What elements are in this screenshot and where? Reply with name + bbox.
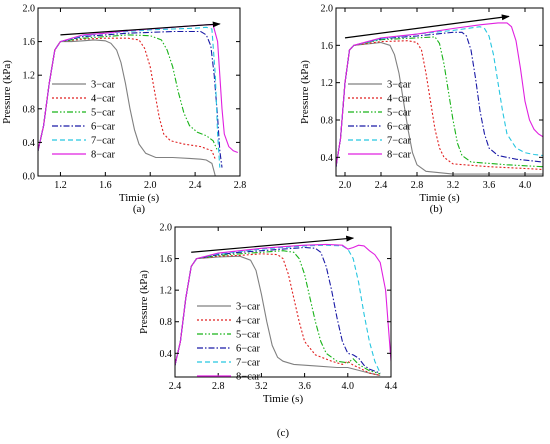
series-line-5-car (38, 34, 219, 152)
series-line-8-car (336, 22, 543, 167)
x-tick-label: 2.0 (339, 180, 352, 191)
x-axis-label: Timie (s) (119, 192, 160, 204)
legend-label-3-car: 3−car (236, 302, 260, 313)
legend-label-8-car: 8−car (236, 372, 260, 383)
legend-label-5-car: 5−car (236, 330, 260, 341)
legend-label-6-car: 6−car (387, 122, 411, 133)
legend: 3−car 4−car 5−car 6−car 7−car 8−car (348, 80, 411, 161)
series-line-5-car (175, 250, 381, 375)
series-line-8-car (175, 243, 391, 366)
series-line-3-car (38, 39, 216, 176)
x-tick-label: 2.4 (375, 180, 388, 191)
x-tick-label: 2.0 (144, 180, 157, 191)
y-tick-label: 0.4 (23, 138, 36, 149)
series-group (336, 22, 543, 175)
legend-label-7-car: 7−car (91, 136, 115, 147)
x-tick-label: 1.6 (99, 180, 112, 191)
x-tick-label: 2.8 (234, 180, 247, 191)
y-tick-label: 0.4 (321, 153, 334, 164)
x-tick-label: 1.2 (54, 180, 67, 191)
y-tick-label: 1.6 (321, 41, 334, 52)
legend: 3−car 4−car 5−car 6−car 7−car 8−car (52, 80, 115, 161)
series-group (175, 243, 391, 376)
y-tick-label: 1.2 (321, 78, 334, 89)
y-axis-label: Pressure (kPa) (138, 270, 150, 334)
legend-label-7-car: 7−car (236, 358, 260, 369)
legend-label-3-car: 3−car (91, 80, 115, 91)
plot-frame (174, 226, 392, 378)
trend-arrow (344, 14, 510, 39)
legend-label-6-car: 6−car (236, 344, 260, 355)
x-tick-label: 2.4 (169, 381, 182, 392)
plot-frame (37, 7, 241, 177)
series-line-8-car (38, 24, 238, 154)
x-tick-label: 2.8 (411, 180, 424, 191)
legend-label-6-car: 6−car (91, 122, 115, 133)
series-line-6-car (38, 30, 223, 168)
y-axis-label: Pressure (kPa) (299, 60, 311, 124)
series-line-6-car (336, 31, 543, 167)
legend-label-4-car: 4−car (236, 316, 260, 327)
y-tick-label: 1.6 (160, 254, 173, 265)
y-tick-label: 2.0 (23, 4, 36, 15)
series-line-6-car (175, 246, 381, 374)
y-tick-label: 0.0 (23, 172, 36, 183)
series-line-3-car (175, 255, 381, 376)
legend-label-5-car: 5−car (91, 108, 115, 119)
legend: 3−car 4−car 5−car 6−car 7−car 8−car (197, 302, 260, 383)
legend-label-8-car: 8−car (387, 150, 411, 161)
trend-arrow (60, 21, 221, 36)
y-tick-label: 2.0 (321, 4, 334, 15)
series-line-7-car (38, 26, 221, 168)
chart-panel-b: 2.0 2.4 2.8 3.2 3.6 4.0 0.4 0.8 1.2 1.6 2.0 Timie (… (299, 4, 544, 215)
series-line-5-car (336, 36, 543, 168)
legend-label-4-car: 4−car (387, 94, 411, 105)
x-tick-label: 2.4 (189, 180, 202, 191)
chart-panel-c: 2.4 2.8 3.2 3.6 4.0 4.4 0.4 0.8 1.2 1.6 2.0 Timie (… (138, 223, 397, 440)
x-tick-label: 2.8 (212, 381, 225, 392)
panel-label: (a) (133, 203, 146, 215)
legend-label-8-car: 8−car (91, 150, 115, 161)
y-tick-label: 0.4 (160, 349, 173, 360)
series-line-4-car (38, 37, 216, 160)
y-tick-label: 0.8 (160, 317, 173, 328)
x-tick-label: 3.6 (483, 180, 496, 191)
y-axis-label: Pressure (kPa) (1, 60, 13, 124)
y-tick-label: 0.8 (321, 116, 334, 127)
legend-label-5-car: 5−car (387, 108, 411, 119)
x-tick-label: 3.2 (255, 381, 268, 392)
x-axis-label: Timie (s) (419, 192, 460, 204)
legend-label-4-car: 4−car (91, 94, 115, 105)
x-tick-label: 4.0 (519, 180, 532, 191)
y-tick-label: 1.2 (160, 286, 173, 297)
panel-label: (b) (430, 203, 443, 215)
series-group (38, 24, 238, 176)
x-tick-label: 4.4 (385, 381, 398, 392)
x-tick-label: 3.6 (298, 381, 311, 392)
x-axis-label: Timie (s) (263, 393, 304, 405)
x-tick-label: 3.2 (447, 180, 460, 191)
y-tick-label: 0.8 (23, 104, 36, 115)
plot-frame (335, 7, 544, 177)
legend-label-3-car: 3−car (387, 80, 411, 91)
y-tick-label: 1.6 (23, 37, 36, 48)
series-line-7-car (336, 26, 543, 167)
series-line-4-car (336, 40, 543, 171)
panel-label: (c) (277, 427, 290, 439)
y-tick-label: 2.0 (160, 223, 173, 234)
y-tick-label: 1.2 (23, 71, 36, 82)
trend-arrow (191, 235, 355, 253)
legend-label-7-car: 7−car (387, 136, 411, 147)
x-tick-label: 4.0 (342, 381, 355, 392)
